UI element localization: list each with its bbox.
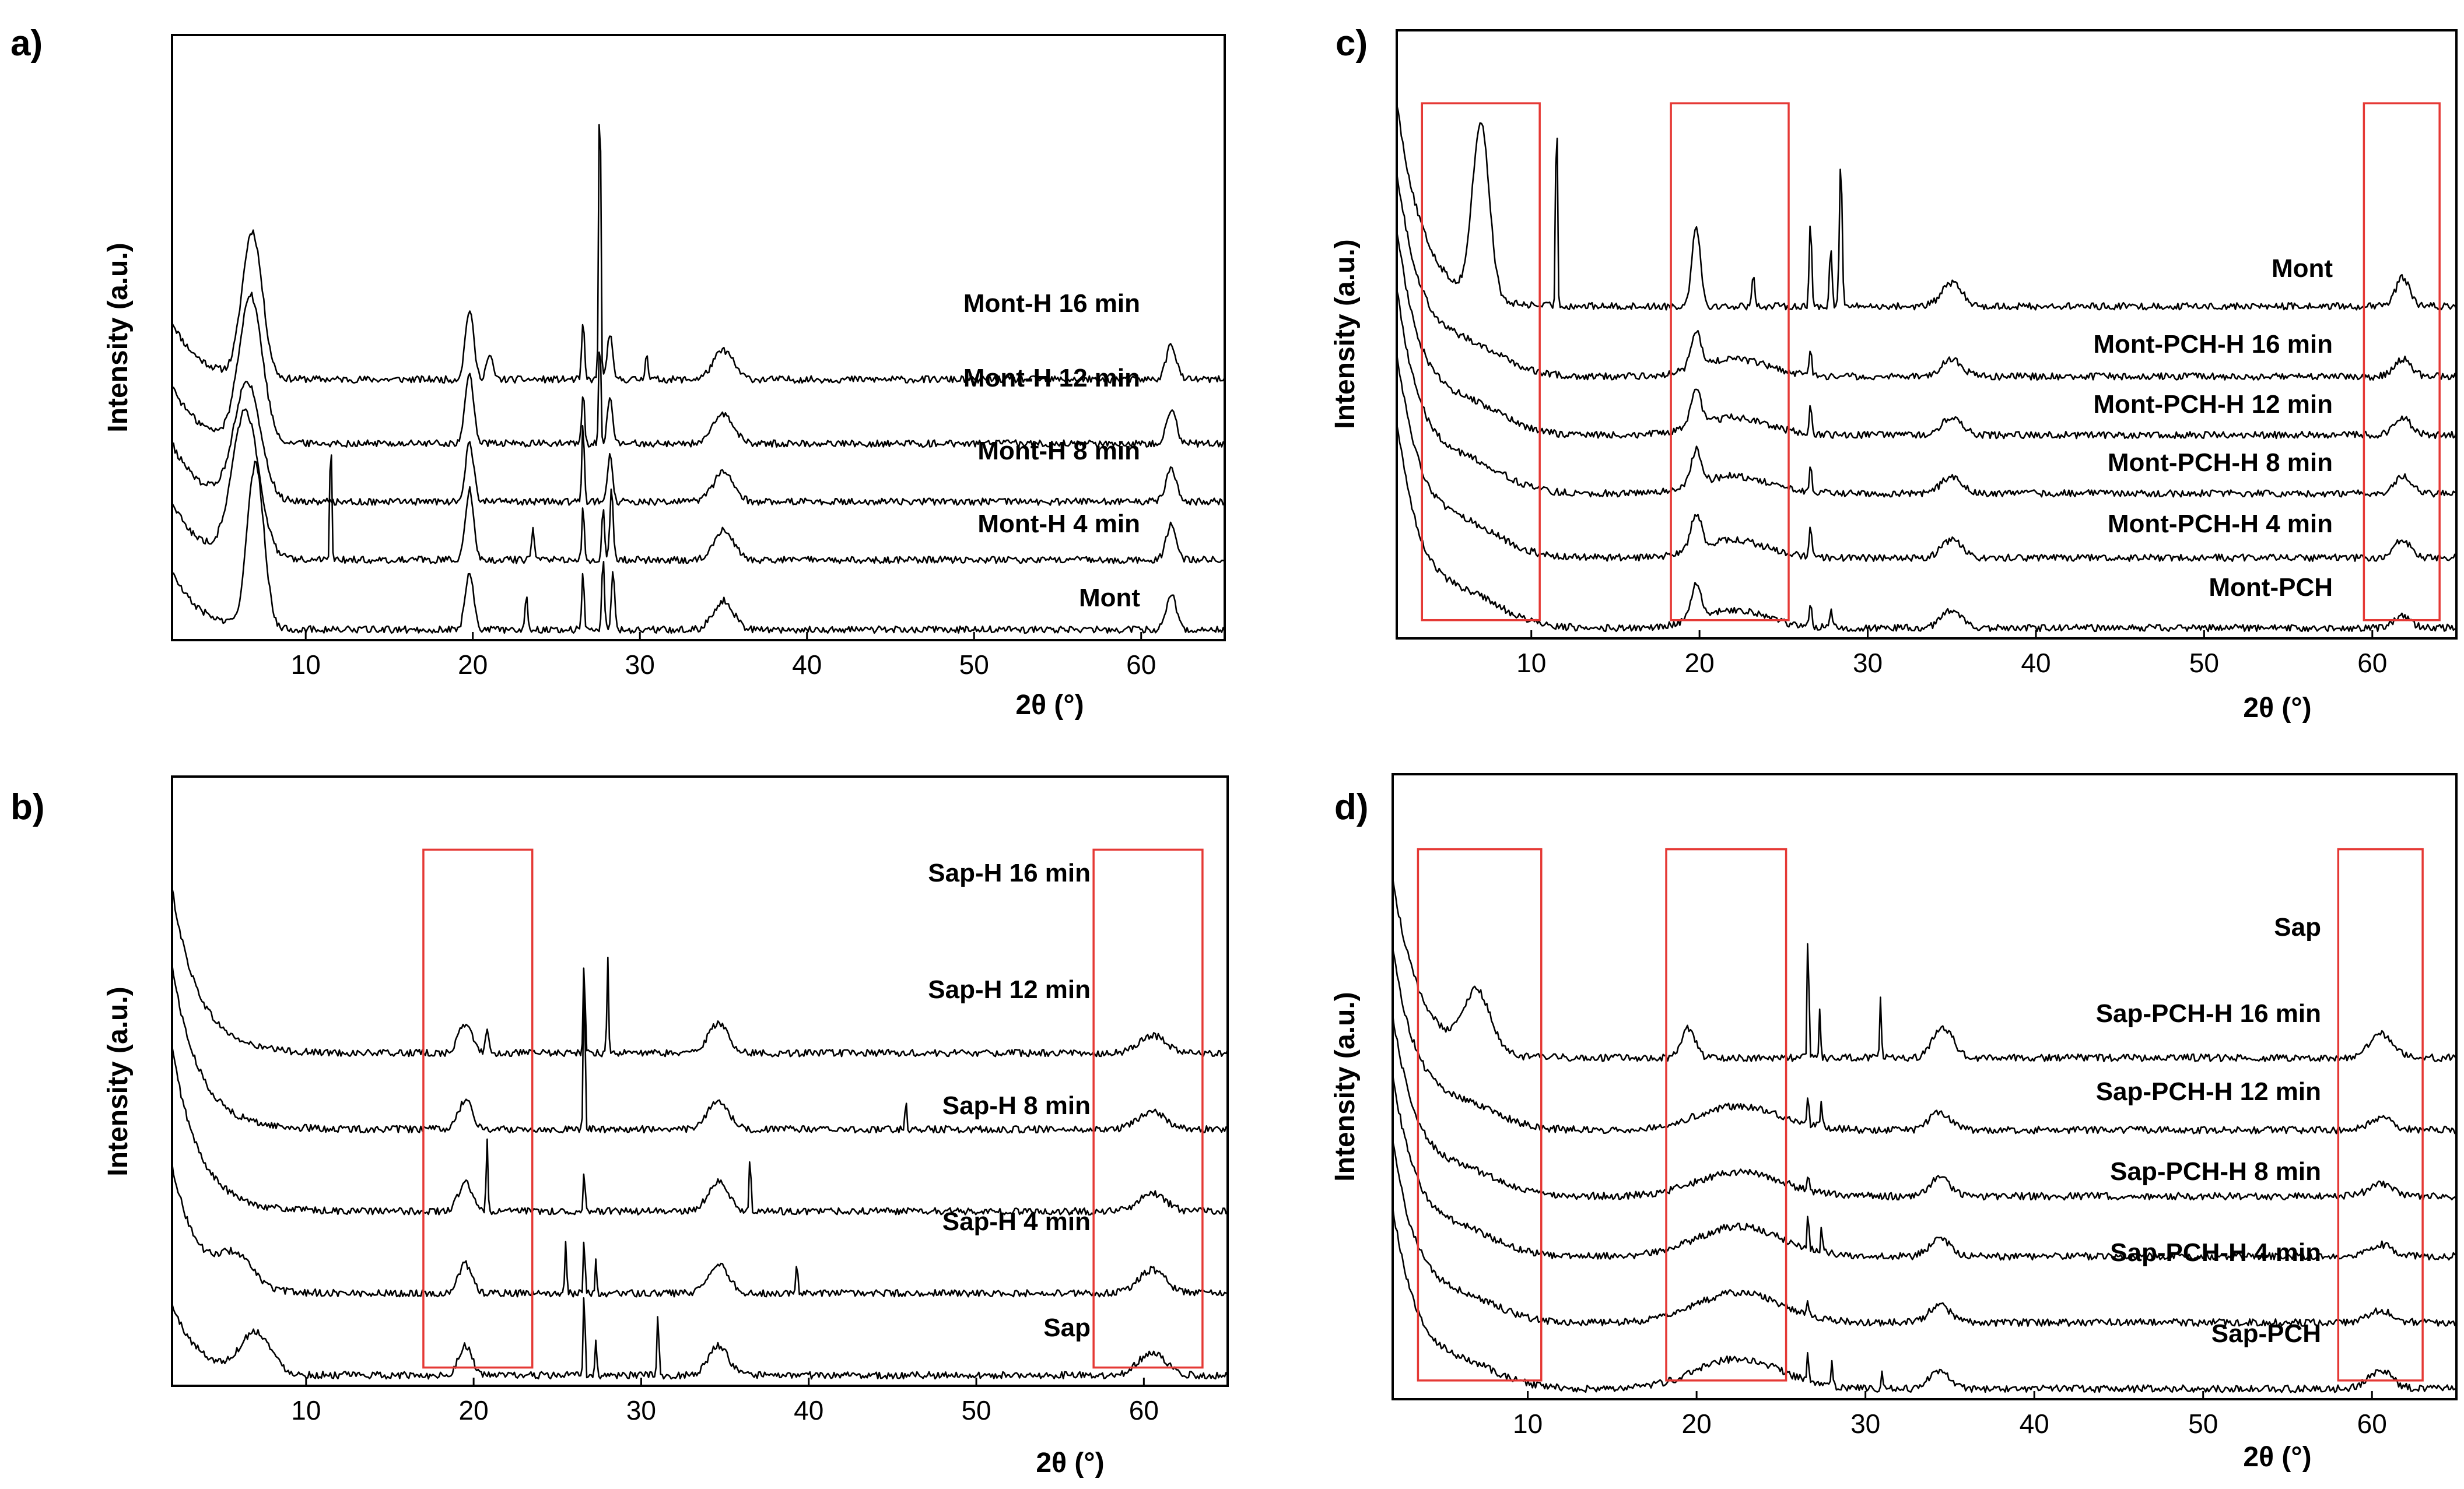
panel-b: b) 10 20 30 40 50 60 2θ (°) Intensity (a.u.) Sap-… [10,775,1229,1479]
y-axis-title: Intensity (a.u.) [1330,239,1361,429]
x-tick-label: 20 [1685,648,1715,678]
series-trace [171,124,1226,384]
x-tick-label: 50 [2189,648,2219,678]
panel-letter: a) [10,23,43,64]
x-tick-label: 30 [625,649,655,680]
highlight-box [1421,102,1541,621]
panel-letter: d) [1334,787,1369,827]
series-label: Sap-PCH [2211,1319,2321,1348]
series-label: Mont-H 4 min [977,510,1140,538]
series-label: Sap [2274,913,2321,942]
x-tick-label: 10 [291,1395,321,1425]
y-axis-title: Intensity (a.u.) [1330,992,1361,1181]
series-trace [171,1297,1229,1380]
plot-frame [1392,773,2458,1400]
series-label: Sap-PCH-H 12 min [2096,1077,2321,1106]
series-label: Mont-H 16 min [963,289,1140,318]
series-trace [171,461,1226,634]
highlight-box [1092,848,1204,1369]
series-label: Mont [2272,254,2333,283]
series-label: Mont-PCH-H 16 min [2093,330,2333,359]
x-tick-label: 30 [626,1395,656,1425]
panel-a: a) 10 20 30 40 50 60 2θ (°) Intensity (a.u.) Mont… [10,23,1226,721]
series-trace [171,381,1226,506]
series-label: Mont [1079,584,1140,612]
series-trace [171,1163,1228,1298]
highlight-box [2337,848,2424,1382]
series-label: Sap-PCH-H 8 min [2110,1157,2321,1186]
series-trace [1392,1074,2457,1261]
plot-frame [171,775,1229,1387]
series-trace [1392,1140,2458,1327]
series-label: Mont-H 12 min [963,364,1140,392]
series-label: Mont-PCH-H 8 min [2108,448,2333,477]
x-tick-label: 10 [1513,1409,1543,1439]
panel-d: d) 10 20 30 40 50 60 2θ (°) Intensity (a.u.) Sap S… [1330,773,2458,1473]
panel-letter: c) [1336,23,1368,64]
series-trace [171,1046,1229,1216]
x-axis-title: 2θ (°) [1036,1448,1104,1479]
x-tick-label: 60 [1126,649,1156,680]
x-tick-label: 50 [2188,1409,2218,1439]
x-tick-label: 30 [1853,648,1883,678]
panel-c: c) 10 20 30 40 50 60 2θ (°) Intensity (a.u.) Mont… [1330,23,2458,724]
x-tick-label: 20 [458,649,488,680]
y-axis-title: Intensity (a.u.) [103,986,134,1176]
series-label: Mont-PCH-H 12 min [2093,390,2333,419]
series-trace [1392,877,2458,1062]
highlight-box [1670,102,1790,621]
y-axis-title: Intensity (a.u.) [103,243,134,432]
series-trace [1396,424,2457,633]
series-label: Sap-PCH-H 16 min [2096,999,2321,1028]
x-tick-label: 40 [2021,648,2051,678]
x-tick-label: 60 [2357,1409,2387,1439]
series-label: Sap [1043,1314,1091,1342]
x-tick-label: 50 [959,649,989,680]
series-trace [171,888,1229,1058]
series-label: Sap-H 16 min [928,859,1091,887]
series-label: Mont-PCH [2209,573,2333,602]
x-tick-label: 40 [792,649,822,680]
series-label: Sap-H 12 min [928,975,1091,1004]
plot-frame [171,34,1226,641]
highlight-box [2363,102,2441,621]
series-trace [171,408,1225,564]
series-trace [1396,231,2458,440]
series-label: Sap-PCH-H 4 min [2110,1238,2321,1267]
x-tick-label: 10 [1516,648,1546,678]
x-tick-label: 40 [794,1395,823,1425]
x-tick-label: 50 [961,1395,991,1425]
x-axis-title: 2θ (°) [1015,690,1084,721]
series-trace [171,964,1228,1134]
x-tick-label: 60 [2357,648,2387,678]
series-label: Mont-H 8 min [977,437,1140,465]
x-axis-title: 2θ (°) [2243,1442,2311,1473]
series-trace [1396,354,2458,562]
series-label: Sap-H 8 min [942,1091,1091,1120]
x-tick-label: 60 [1129,1395,1159,1425]
highlight-box [422,848,534,1369]
series-trace [1396,173,2458,381]
x-tick-label: 20 [459,1395,489,1425]
series-label: Sap-H 4 min [942,1207,1091,1236]
highlight-box [1417,848,1543,1382]
series-label: Mont-PCH-H 4 min [2108,510,2333,538]
series-trace [1396,290,2457,498]
series-trace [1392,1207,2457,1393]
panel-letter: b) [10,787,45,827]
series-trace [1396,104,2458,311]
series-trace [171,292,1225,448]
x-tick-label: 20 [1682,1409,1712,1439]
x-tick-label: 40 [2020,1409,2049,1439]
x-axis-title: 2θ (°) [2243,693,2311,724]
series-trace [1392,1014,2458,1201]
x-tick-label: 30 [1850,1409,1880,1439]
x-tick-label: 10 [291,649,321,680]
plot-frame [1396,29,2458,640]
highlight-box [1665,848,1787,1382]
series-trace [1392,948,2457,1135]
